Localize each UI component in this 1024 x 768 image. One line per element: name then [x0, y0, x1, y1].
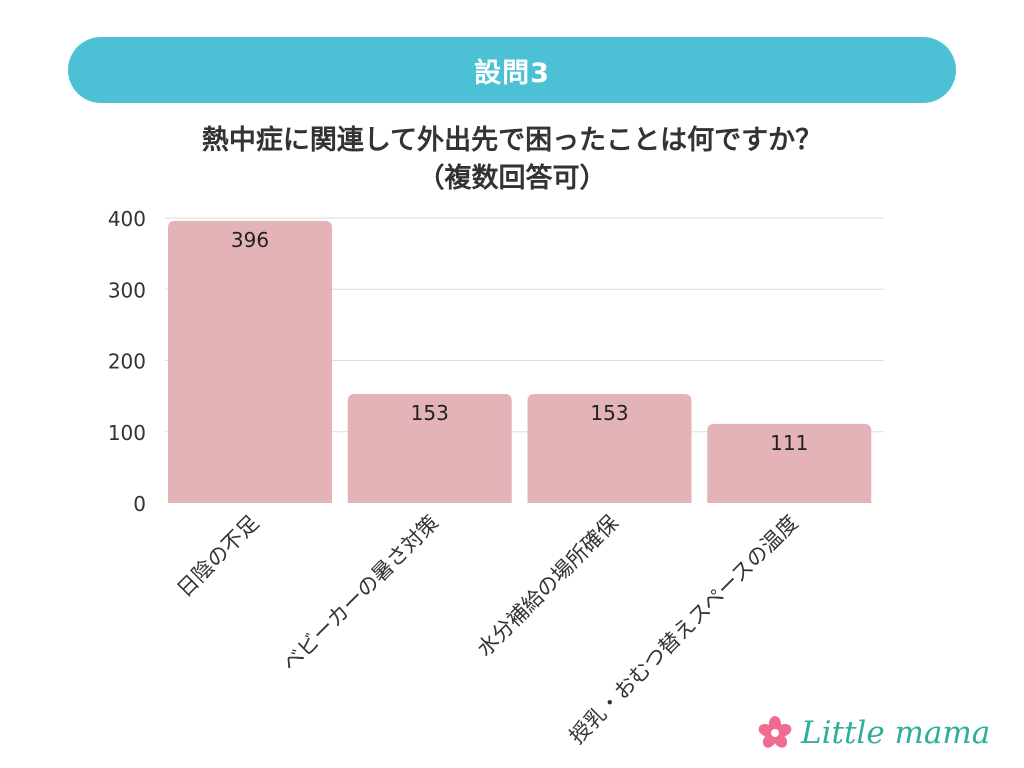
- x-category-label: 日陰の不足: [172, 511, 263, 602]
- bar: [527, 393, 692, 503]
- bar-value-label: 396: [231, 228, 269, 252]
- x-category-label: 水分補給の場所確保: [472, 511, 623, 662]
- y-tick-label: 100: [108, 421, 146, 445]
- y-tick-label: 0: [133, 492, 146, 516]
- chart-title: 熱中症に関連して外出先で困ったことは何ですか？ （複数回答可）: [0, 122, 1024, 198]
- flower-icon: [758, 716, 792, 748]
- question-number-label: 設問3: [474, 57, 550, 89]
- x-category-label: ベビーカーの暑さ対策: [278, 511, 443, 676]
- bar-value-label: 153: [590, 401, 628, 425]
- y-tick-label: 300: [108, 278, 146, 302]
- brand-logo: Little mama: [757, 708, 1019, 758]
- bar: [168, 220, 332, 503]
- brand-logo-text: Little mama: [801, 715, 991, 751]
- bar-value-label: 111: [770, 431, 808, 455]
- chart-title-line1: 熱中症に関連して外出先で困ったことは何ですか？: [201, 125, 823, 156]
- question-number-banner: 設問3: [68, 37, 956, 103]
- bar: [707, 423, 872, 503]
- y-tick-label: 200: [108, 350, 146, 374]
- y-tick-label: 400: [108, 207, 146, 231]
- chart-title-line2: （複数回答可）: [417, 163, 607, 194]
- bar-value-label: 153: [411, 401, 449, 425]
- bar: [347, 393, 512, 503]
